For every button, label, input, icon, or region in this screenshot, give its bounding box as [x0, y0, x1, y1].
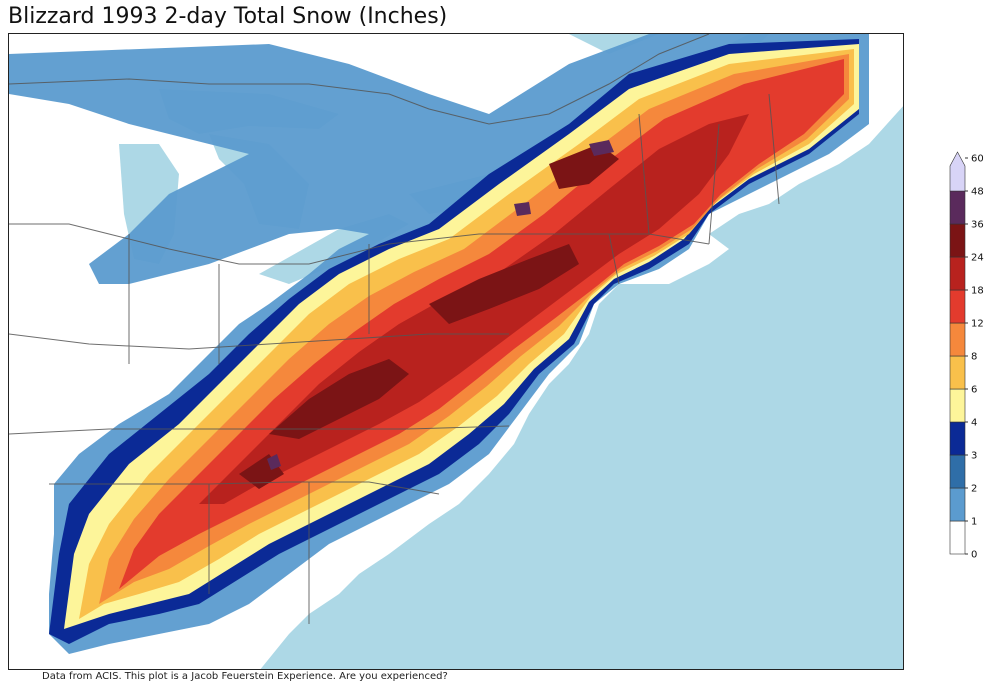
- colorbar-segment: [949, 190, 966, 225]
- colorbar-segment: [949, 454, 966, 489]
- snow-band-36b: [267, 454, 281, 470]
- colorbar-tick-label: 12: [971, 319, 984, 330]
- colorbar-tick-label: 48: [971, 187, 984, 198]
- colorbar-segment: [949, 487, 966, 522]
- map-title: Blizzard 1993 2-day Total Snow (Inches): [8, 4, 448, 29]
- colorbar-tick-label: 60: [971, 154, 984, 165]
- colorbar-segment: [949, 151, 966, 192]
- snow-band-36a: [589, 140, 614, 156]
- colorbar-tick-label: 24: [971, 253, 984, 264]
- boundaries: [9, 34, 780, 624]
- colorbar-tick-label: 6: [971, 385, 977, 396]
- colorbar-segment: [949, 289, 966, 324]
- colorbar-tick-label: 1: [971, 517, 977, 528]
- snow-band-24b: [429, 244, 579, 324]
- footer-credit: Data from ACIS. This plot is a Jacob Feu…: [42, 671, 448, 682]
- colorbar-segment: [949, 388, 966, 423]
- colorbar-tick-label: 4: [971, 418, 977, 429]
- colorbar-segment: [949, 322, 966, 357]
- colorbar-segment: [949, 256, 966, 291]
- colorbar-segment: [949, 355, 966, 390]
- colorbar-tick-label: 3: [971, 451, 977, 462]
- colorbar-segment: [949, 223, 966, 258]
- colorbar-tick-label: 0: [971, 550, 977, 561]
- snowfall-map: [8, 33, 904, 670]
- snow-band-24a: [269, 359, 409, 439]
- colorbar-tick-label: 8: [971, 352, 977, 363]
- snow-band-36c: [514, 202, 531, 216]
- colorbar-tick-label: 2: [971, 484, 977, 495]
- colorbar-segment: [949, 520, 966, 555]
- snow-band-24c: [549, 144, 619, 189]
- colorbar-tick-label: 36: [971, 220, 984, 231]
- colorbar-tick-label: 18: [971, 286, 984, 297]
- colorbar-segment: [949, 421, 966, 456]
